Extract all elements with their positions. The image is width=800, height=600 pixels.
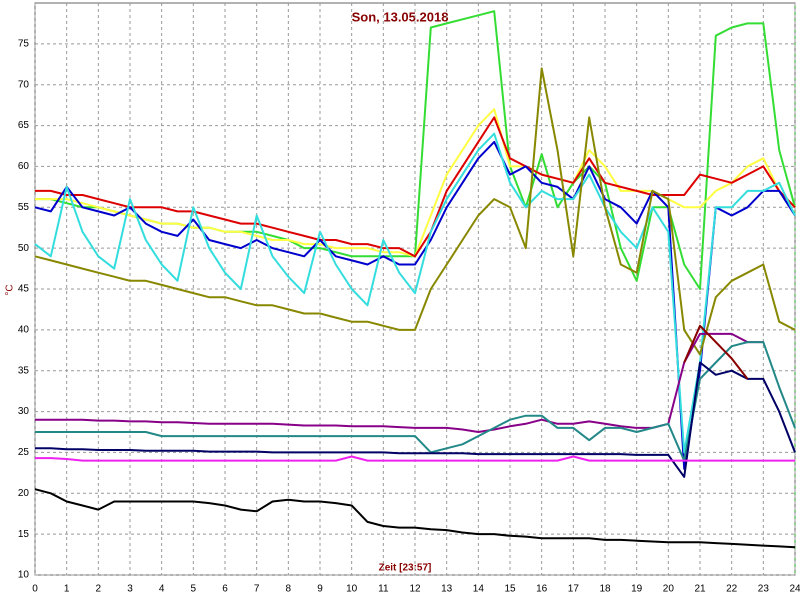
x-tick-label: 4	[159, 584, 165, 595]
x-tick-label: 6	[222, 584, 228, 595]
series-line	[34, 488, 796, 549]
x-tick-label: 21	[694, 584, 706, 595]
y-tick-label: 15	[18, 529, 30, 540]
x-tick-label: 2	[96, 584, 102, 595]
x-tick-label: 5	[191, 584, 197, 595]
series-line	[683, 324, 749, 380]
x-tick-label: 20	[663, 584, 675, 595]
y-tick-label: 55	[18, 202, 30, 213]
x-tick-label: 18	[599, 584, 611, 595]
y-tick-label: 10	[18, 570, 30, 581]
chart-title: Son, 13.05.2018	[352, 9, 449, 24]
y-axis-label: °C	[5, 284, 16, 295]
y-tick-label: 45	[18, 284, 30, 295]
x-tick-label: 3	[127, 584, 133, 595]
x-tick-label: 22	[726, 584, 738, 595]
series-line	[35, 361, 796, 478]
series-line	[35, 341, 796, 462]
y-tick-label: 30	[18, 406, 30, 417]
x-axis-label: Zeit [23:57]	[379, 563, 432, 574]
x-tick-label: 19	[631, 584, 643, 595]
y-tick-label: 50	[18, 243, 30, 254]
series-line	[35, 332, 764, 433]
y-tick-label: 75	[18, 38, 30, 49]
y-tick-label: 35	[18, 365, 30, 376]
y-tick-label: 70	[18, 79, 30, 90]
x-tick-label: 15	[504, 584, 516, 595]
series-line	[34, 67, 796, 356]
series-line	[35, 455, 795, 462]
x-tick-label: 8	[286, 584, 292, 595]
x-tick-label: 9	[317, 584, 323, 595]
x-tick-label: 0	[32, 584, 38, 595]
y-tick-label: 65	[18, 120, 30, 131]
x-tick-label: 17	[568, 584, 580, 595]
y-tick-label: 20	[18, 488, 30, 499]
x-tick-label: 23	[758, 584, 770, 595]
x-tick-label: 14	[473, 584, 485, 595]
y-tick-label: 60	[18, 161, 30, 172]
x-tick-label: 7	[254, 584, 260, 595]
x-tick-label: 13	[441, 584, 453, 595]
x-tick-label: 24	[789, 584, 800, 595]
x-tick-label: 16	[536, 584, 548, 595]
x-tick-label: 12	[409, 584, 421, 595]
x-tick-label: 10	[346, 584, 358, 595]
x-tick-label: 1	[64, 584, 70, 595]
series-line	[34, 132, 796, 454]
y-tick-label: 25	[18, 447, 30, 458]
y-tick-label: 40	[18, 324, 30, 335]
x-tick-label: 11	[378, 584, 389, 595]
series-line	[35, 116, 796, 258]
